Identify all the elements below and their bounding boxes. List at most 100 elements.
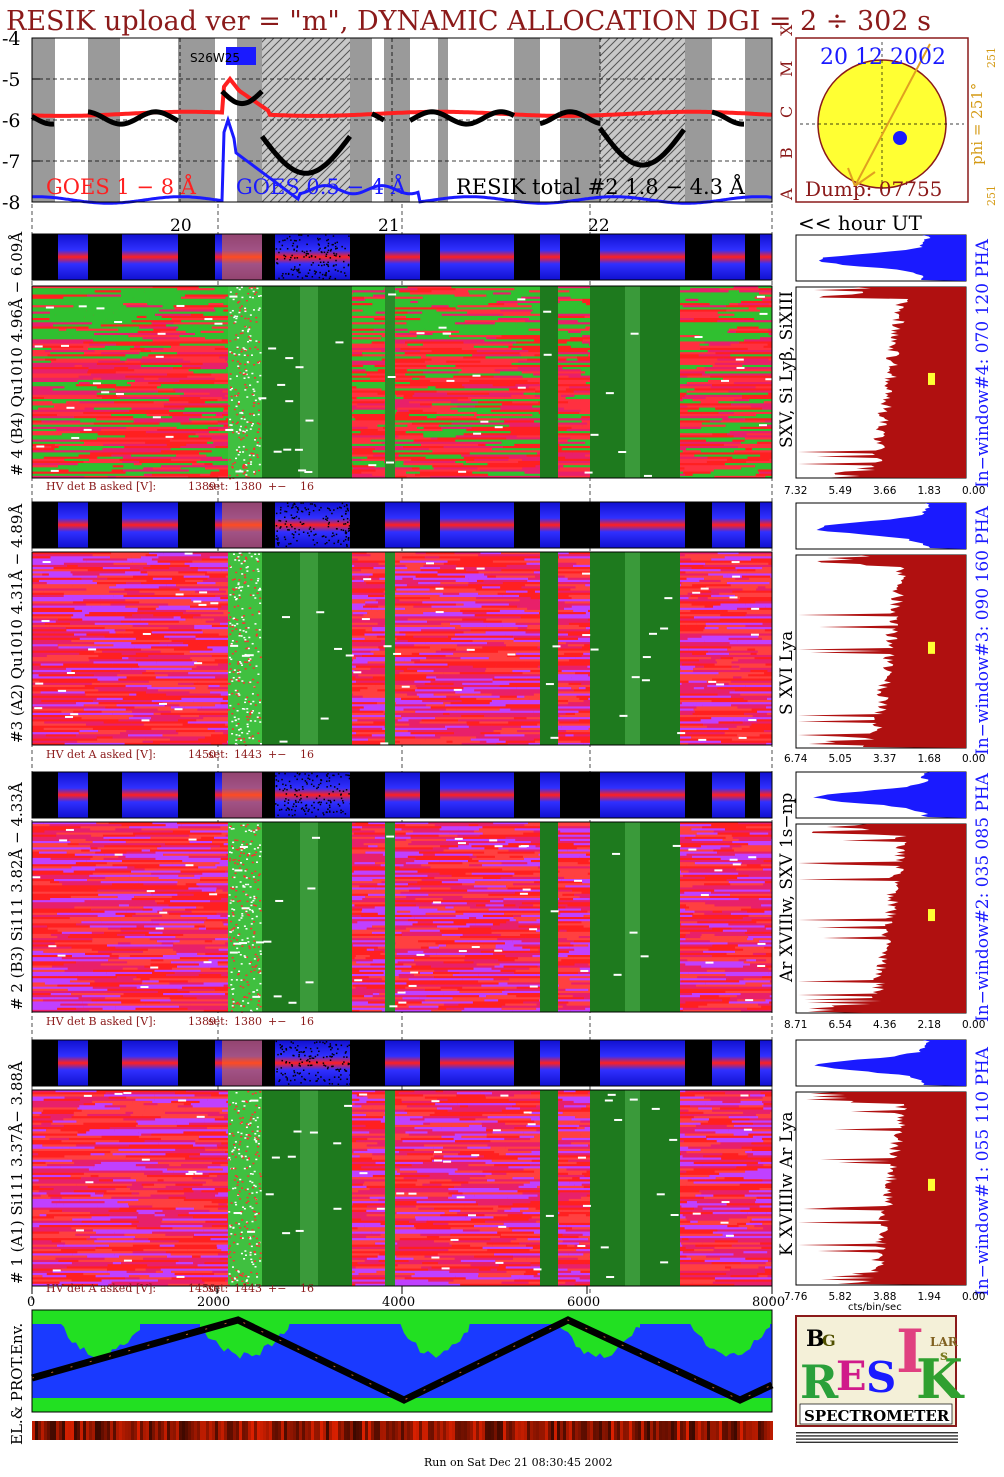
- bright-pixel: [750, 633, 759, 636]
- spectrum-streak: [190, 313, 204, 317]
- sun-disk-panel: [795, 37, 969, 203]
- spectrum-streak: [32, 352, 51, 355]
- bright-pixel: [361, 618, 370, 621]
- flare-speckle: [237, 392, 240, 395]
- spectrum-streak: [54, 405, 86, 409]
- strip-noise: [327, 249, 330, 252]
- spectrum-streak: [32, 350, 45, 353]
- flare-speckle: [249, 320, 252, 322]
- spectrum-streak: [344, 388, 382, 392]
- spectrum-streak: [707, 416, 729, 419]
- flare-speckle: [237, 582, 240, 584]
- strip-gap: [178, 234, 215, 280]
- bright-pixel: [383, 645, 392, 648]
- spectrum-streak: [176, 426, 187, 430]
- spectrum-streak: [32, 311, 50, 315]
- spectrum-streak: [475, 422, 541, 426]
- spectrum-streak: [714, 362, 772, 366]
- strip-noise: [294, 257, 296, 259]
- bright-pixel: [692, 591, 701, 594]
- spectrum-streak: [667, 360, 709, 364]
- spectrum-streak: [443, 420, 480, 424]
- flare-speckle: [239, 567, 242, 570]
- spectrum-streak: [500, 371, 522, 374]
- strip-noise: [316, 237, 319, 240]
- spectrum-streak: [200, 388, 238, 392]
- spectrum-streak: [170, 356, 220, 360]
- strip-noise: [340, 271, 342, 273]
- spectrum-streak: [361, 339, 393, 342]
- spectrum-streak: [367, 305, 432, 308]
- spectrum-streak: [671, 343, 700, 347]
- spectrum-streak: [32, 369, 89, 372]
- strip-noise: [291, 517, 294, 519]
- flare-speckle: [236, 557, 239, 559]
- bright-pixel: [517, 386, 526, 389]
- spectrum-streak: [177, 352, 230, 355]
- strip-noise: [285, 273, 287, 275]
- flare-speckle: [240, 315, 243, 318]
- spectrum-streak: [665, 424, 726, 428]
- spectrum-streak: [443, 315, 476, 319]
- spectrum-streak: [137, 288, 169, 291]
- strip-noise: [278, 519, 280, 522]
- flare-speckle: [229, 340, 232, 342]
- spectrum-streak: [768, 332, 772, 336]
- spectrum-streak: [566, 428, 594, 432]
- spectrum-streak: [426, 303, 489, 306]
- flare-speckle: [238, 559, 241, 562]
- strip-gap: [514, 772, 540, 818]
- strip-noise: [279, 512, 282, 514]
- bright-pixel: [472, 374, 481, 377]
- spectrum-streak: [56, 414, 112, 417]
- spectrum-streak: [200, 411, 253, 415]
- spectrum-streak: [754, 296, 772, 300]
- spectrum-streak: [666, 315, 719, 319]
- spectrum-streak: [496, 390, 536, 394]
- spectrum-streak: [468, 290, 502, 293]
- spectrum-streak: [85, 405, 106, 409]
- spectrum-streak: [32, 322, 43, 325]
- spectrum-streak: [560, 418, 608, 421]
- strip-noise: [321, 251, 323, 254]
- flare-speckle: [231, 588, 234, 590]
- spectrum-streak: [101, 396, 120, 400]
- spectrum-streak: [405, 373, 414, 377]
- flare-speckle: [235, 628, 238, 630]
- spectrum-streak: [489, 392, 524, 396]
- strip-noise: [323, 264, 326, 266]
- spectrum-streak: [721, 420, 765, 424]
- flare-speckle: [231, 309, 234, 312]
- bright-pixel: [435, 611, 444, 614]
- flare-speckle: [258, 463, 261, 466]
- spectrum-streak: [545, 424, 583, 428]
- spectrum-streak: [484, 339, 535, 342]
- flare-speckle: [256, 681, 259, 684]
- strip-noise: [275, 248, 278, 250]
- flare-speckle: [255, 665, 258, 667]
- strip-gap: [350, 502, 385, 548]
- spectrum-streak: [173, 322, 229, 325]
- spectrum-streak: [455, 364, 489, 368]
- flare-speckle: [236, 421, 239, 424]
- flare-speckle: [246, 421, 249, 423]
- flare-speckle: [259, 717, 262, 719]
- spectrum-streak: [113, 292, 130, 296]
- spectrum-streak: [129, 347, 145, 351]
- flare-speckle: [235, 375, 238, 377]
- gap-column: [625, 286, 640, 478]
- spectrum-streak: [758, 286, 768, 289]
- flare-speckle: [241, 607, 244, 610]
- spectrum-streak: [496, 307, 550, 310]
- flare-speckle: [238, 729, 241, 731]
- window-marker: [928, 372, 935, 385]
- strip-noise: [328, 508, 330, 510]
- spectrum-streak: [221, 339, 228, 342]
- bright-pixel: [473, 432, 482, 435]
- spectrum-streak: [404, 352, 431, 355]
- flare-speckle: [245, 299, 248, 302]
- spectrum-streak: [519, 352, 554, 355]
- spectrum-streak: [416, 335, 449, 338]
- histogram-tick-label: 0.00: [962, 485, 985, 497]
